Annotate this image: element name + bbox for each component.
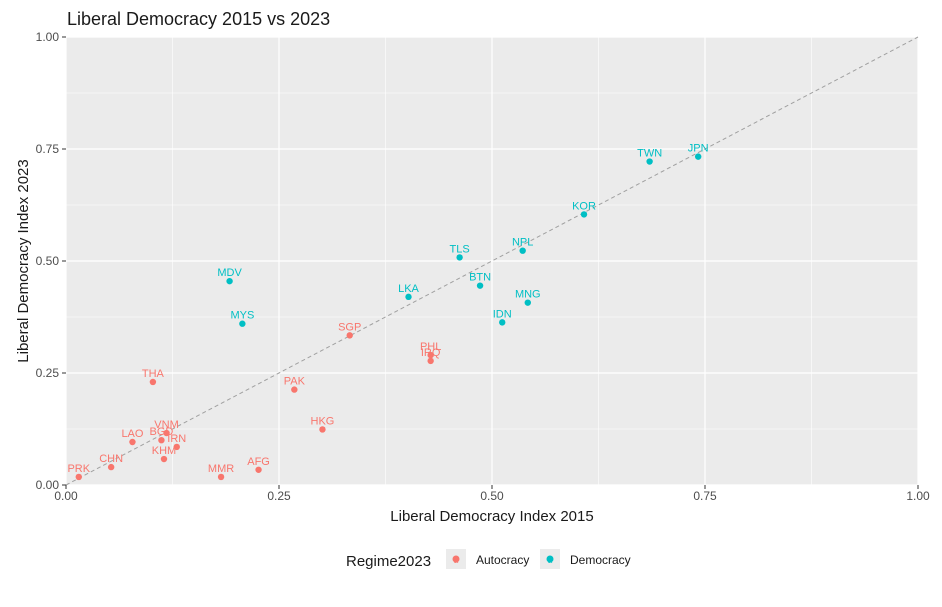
x-tick-label: 1.00 <box>906 489 930 503</box>
chart-title: Liberal Democracy 2015 vs 2023 <box>67 9 330 29</box>
point-label-bgd: BGD <box>150 426 174 438</box>
point-label-pak: PAK <box>284 376 306 388</box>
point-hkg <box>319 426 326 433</box>
x-tick-label: 0.50 <box>480 489 504 503</box>
legend-key-democracy-a: a <box>548 556 553 565</box>
x-tick-label: 0.00 <box>54 489 78 503</box>
x-axis-title: Liberal Democracy Index 2015 <box>390 508 593 525</box>
point-sgp <box>346 332 353 339</box>
x-tick-label: 0.25 <box>267 489 291 503</box>
point-label-mmr: MMR <box>208 463 234 475</box>
x-tick-label: 0.75 <box>693 489 717 503</box>
point-label-sgp: SGP <box>338 321 361 333</box>
point-label-kor: KOR <box>572 200 596 212</box>
legend-key-autocracy-dot <box>452 555 460 563</box>
point-pak <box>291 386 298 393</box>
axes: 0.00 0.25 0.50 0.75 1.00 0.00 0.25 0.50 0.75 1.00 <box>36 30 930 503</box>
legend-key-autocracy-a: a <box>454 556 459 565</box>
y-tick-label: 0.50 <box>36 254 60 268</box>
point-label-lao: LAO <box>121 428 143 440</box>
point-label-chn: CHN <box>99 453 123 465</box>
point-idn <box>499 319 506 326</box>
point-lao <box>129 438 136 446</box>
y-tick-label: 0.25 <box>36 366 60 380</box>
point-label-prk: PRK <box>67 463 90 475</box>
point-label-khm: KHM <box>152 445 176 457</box>
point-label-irn: IRN <box>167 433 186 445</box>
point-kor <box>580 211 588 218</box>
point-label-twn: TWN <box>637 148 662 160</box>
point-label-jpn: JPN <box>688 143 709 155</box>
point-label-mys: MYS <box>230 310 254 322</box>
legend-label-autocracy: Autocracy <box>476 553 529 567</box>
point-label-vnm: VNM <box>154 419 178 431</box>
point-prk <box>75 473 82 481</box>
y-tick-label: 0.75 <box>36 142 60 156</box>
point-tha <box>149 378 157 386</box>
point-label-phl: PHL <box>420 341 441 353</box>
legend-key-democracy-dot <box>546 555 554 563</box>
point-label-tha: THA <box>142 368 165 380</box>
point-npl <box>519 247 526 254</box>
point-mng <box>524 299 531 306</box>
point-vnm <box>163 429 170 437</box>
point-chn <box>107 463 115 471</box>
point-btn <box>476 282 484 289</box>
point-mys <box>239 320 246 327</box>
point-label-idn: IDN <box>493 308 512 320</box>
point-label-hkg: HKG <box>311 415 335 427</box>
point-tls <box>456 254 463 261</box>
point-label-mdv: MDV <box>217 267 242 279</box>
point-bgd <box>158 437 165 444</box>
point-label-irq: IRQ <box>421 347 441 359</box>
point-label-npl: NPL <box>512 237 533 249</box>
point-afg <box>255 466 262 473</box>
point-jpn <box>694 153 702 160</box>
point-lka <box>405 293 412 301</box>
point-label-mng: MNG <box>515 289 541 301</box>
point-irn <box>173 443 180 451</box>
y-tick-label: 1.00 <box>36 30 60 44</box>
point-mdv <box>226 277 233 285</box>
point-irq <box>427 357 434 365</box>
y-tick-label: 0.00 <box>36 478 60 492</box>
point-khm <box>160 455 168 463</box>
legend: Regime2023 a Autocracy a Democracy <box>346 549 631 570</box>
data-points <box>75 153 702 481</box>
y-axis-title: Liberal Democracy Index 2023 <box>15 159 32 362</box>
legend-title: Regime2023 <box>346 553 431 570</box>
point-label-afg: AFG <box>247 456 270 468</box>
legend-label-democracy: Democracy <box>570 553 631 567</box>
point-twn <box>646 158 653 165</box>
point-mmr <box>217 473 225 481</box>
point-label-btn: BTN <box>469 272 491 284</box>
point-label-lka: LKA <box>398 283 419 295</box>
point-phl <box>427 351 434 359</box>
point-label-tls: TLS <box>450 243 470 255</box>
